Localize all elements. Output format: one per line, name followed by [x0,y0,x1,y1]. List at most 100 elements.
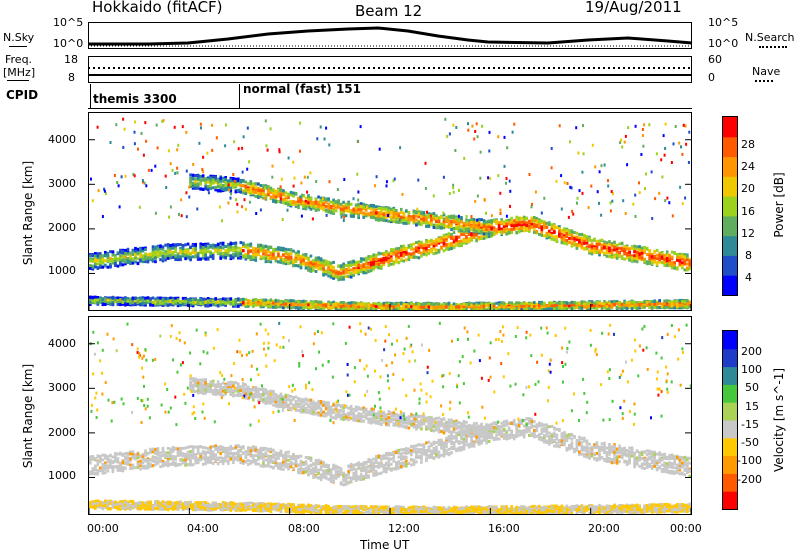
power-echo-cell [387,257,391,261]
power-echo-cell [533,222,536,226]
power-echo-cell [560,237,564,241]
power-echo-cell [294,257,298,261]
power-echo-cell [216,247,220,251]
power-echo-cell [573,301,576,305]
power-echo-cell [124,298,127,302]
power-echo-cell [111,303,115,307]
power-echo-cell [465,235,468,239]
power-echo-cell [342,213,345,217]
power-echo-cell [387,302,391,306]
power-echo-cell [568,240,571,244]
power-echo-cell [372,306,375,310]
power-echo-cell [364,212,368,216]
power-echo-cell [224,252,227,256]
power-echo-cell [475,307,478,310]
power-echo-cell [500,302,503,306]
power-echo-cell [563,304,566,308]
power-echo-cell [593,304,596,308]
power-echo-cell [563,227,566,231]
power-echo-cell [359,264,363,268]
power-echo-cell [362,263,365,267]
power-echo-cell [678,258,682,262]
power-echo-cell [342,304,345,308]
power-echo-cell [560,235,564,239]
power-echo-cell [650,303,654,307]
power-echo-cell [199,178,202,182]
power-echo-cell [402,259,406,263]
power-echo-cell [367,262,370,266]
power-echo-cell [274,257,278,260]
power-echo-cell [146,260,150,264]
power-echo-cell [457,305,461,309]
power-echo-cell [264,255,268,259]
power-echo-cell [96,253,100,257]
power-echo-cell [294,251,298,255]
power-echo-cell [382,306,386,310]
power-echo-cell [342,204,345,208]
power-echo-cell [282,198,285,202]
power-echo-cell [422,307,426,310]
power-echo-cell [262,256,265,260]
power-echo-cell [339,210,343,214]
power-echo-cell [131,258,135,262]
power-echo-cell [585,241,589,245]
power-echo-cell [312,302,315,306]
power-echo-cell [432,244,436,248]
power-echo-cell [239,241,243,245]
power-echo-cell [239,184,243,188]
power-echo-cell [432,239,436,243]
power-echo-cell [528,219,531,223]
power-echo-cell [643,245,646,249]
power-echo-cell [269,304,273,307]
power-echo-cell [284,201,288,205]
power-echo-cell [109,263,112,266]
power-echo-cell [319,206,323,210]
power-echo-cell [342,271,345,275]
power-echo-cell [294,306,298,309]
power-echo-cell [312,259,315,263]
power-echo-cell [324,208,328,212]
power-echo-cell [239,300,243,304]
power-echo-cell [543,220,546,224]
power-echo-cell [307,257,310,261]
power-echo-cell [422,309,426,310]
power-echo-cell [319,201,323,204]
power-echo-cell [269,256,273,260]
power-echo-cell [570,301,574,305]
power-echo-cell [583,302,586,306]
power-echo-cell [570,307,574,310]
power-echo-cell [600,250,604,254]
power-echo-cell [164,300,167,304]
power-echo-cell [184,302,187,306]
power-echo-cell [292,249,295,253]
power-echo-cell [99,298,102,301]
power-echo-cell [289,261,293,265]
power-echo-cell [332,260,335,264]
power-echo-cell [400,257,403,261]
power-echo-cell [124,303,127,307]
power-echo-cell [505,224,508,228]
power-echo-cell [570,230,574,234]
power-echo-cell [364,262,368,266]
power-echo-cell [209,181,212,185]
power-echo-cell [169,253,172,257]
power-echo-cell [319,259,323,263]
power-echo-cell [400,301,403,305]
power-echo-cell [598,250,601,254]
power-echo-cell [505,218,508,222]
power-echo-cell [219,241,222,245]
power-echo-cell [284,250,288,254]
power-echo-cell [227,249,230,253]
power-echo-cell [477,304,481,308]
nave-label-underline [755,80,773,82]
power-echo-cell [505,230,508,234]
power-echo-cell [465,307,468,310]
power-echo-cell [678,260,682,264]
power-echo-cell [206,246,210,250]
power-echo-cell [159,258,162,262]
power-echo-cell [329,275,333,279]
power-echo-cell [377,258,381,262]
power-echo-cell [156,245,160,249]
power-echo-cell [206,185,210,189]
power-echo-cell [119,250,122,254]
